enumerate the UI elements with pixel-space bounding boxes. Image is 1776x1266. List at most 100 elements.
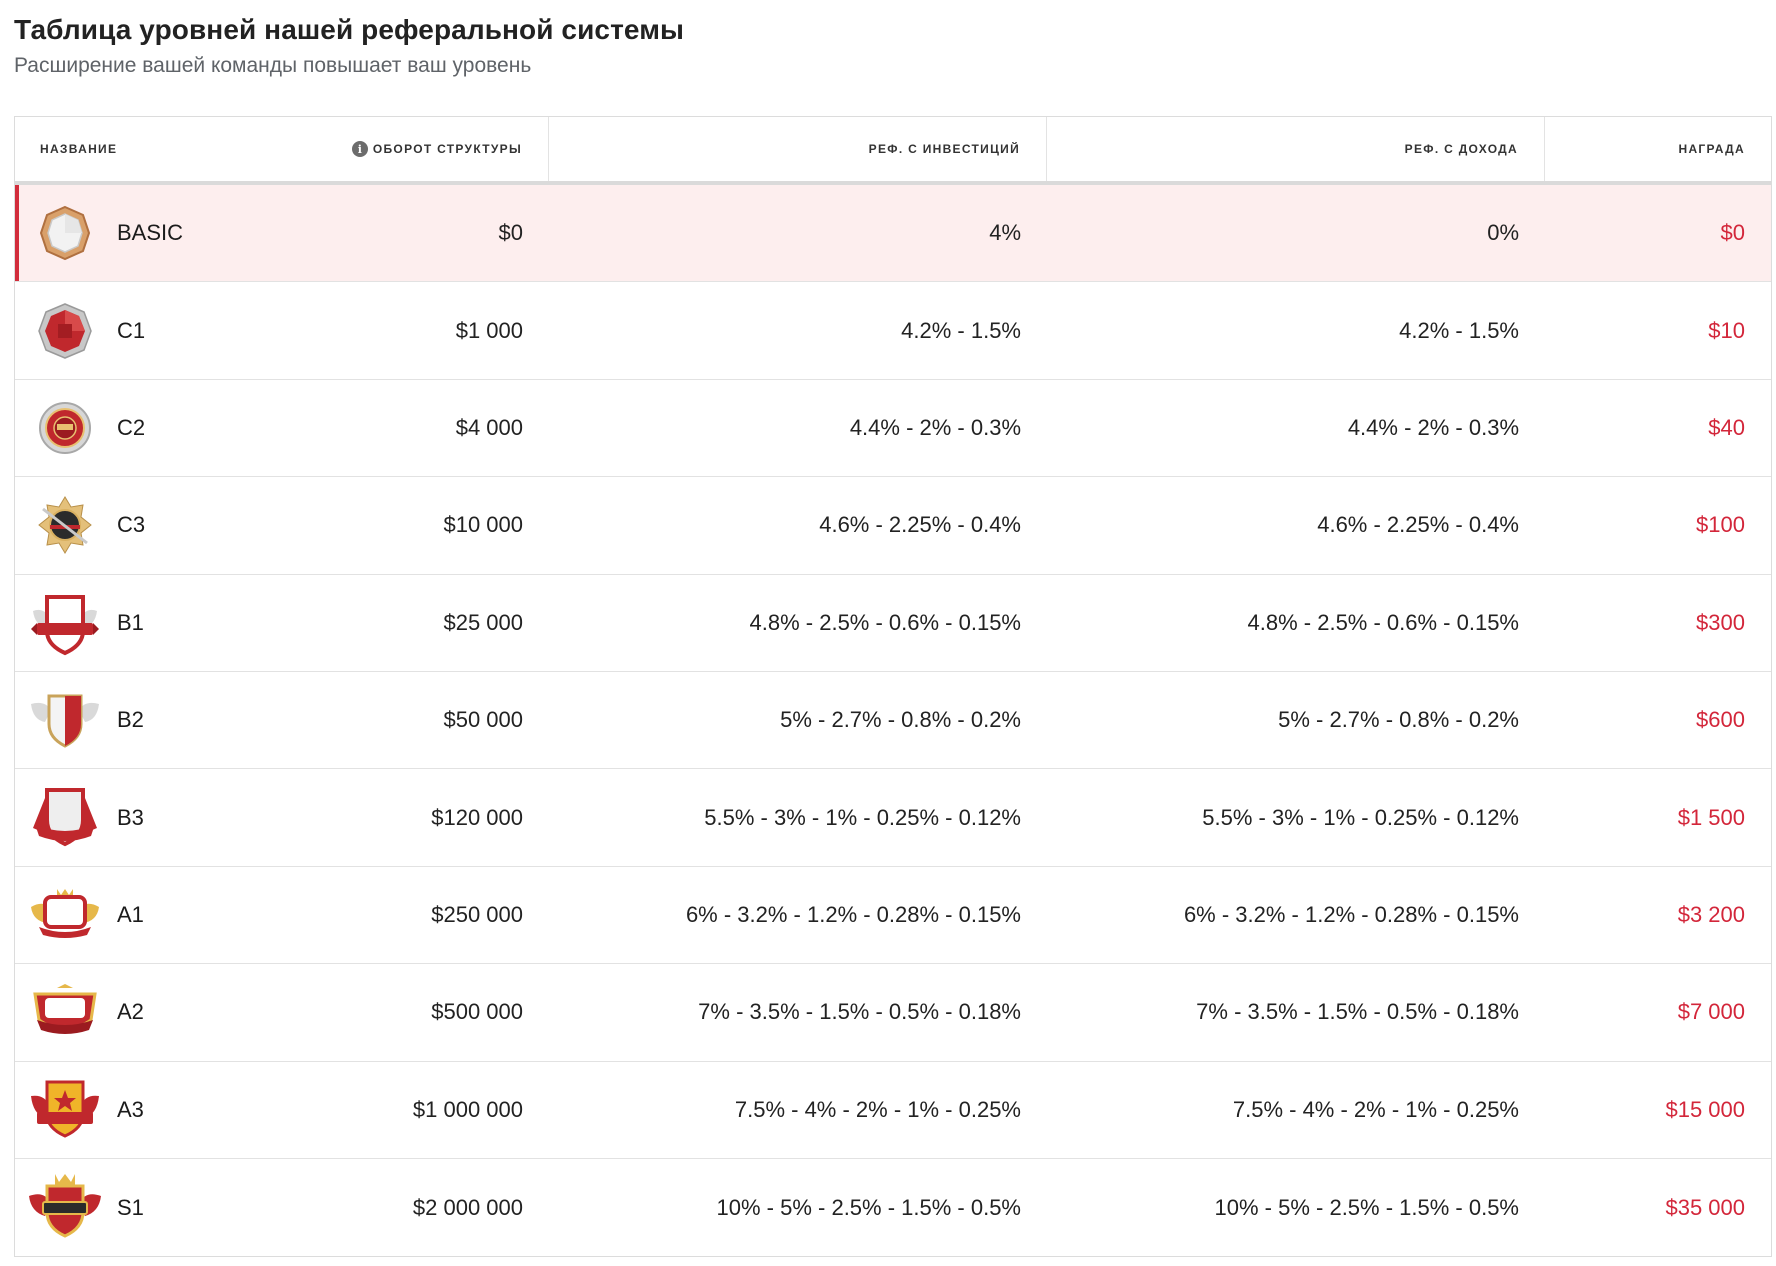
level-cell: A3 $1 000 000 [15,1062,549,1158]
ref-investments-value: 4% [989,220,1021,246]
level-cell: C3 $10 000 [15,477,549,573]
reward-value: $35 000 [1665,1194,1745,1220]
levels-table: НАЗВАНИЕ i ОБОРОТ СТРУКТУРЫ РЕФ. С ИНВЕС… [14,116,1772,1258]
table-body: BASIC $0 4% 0% $0 C1 $1 000 4.2% - 1.5% 4.2% - 1… [15,185,1771,1256]
ref-investments-value: 4.6% - 2.25% - 0.4% [819,512,1021,538]
b3-badge-icon [27,780,103,856]
level-name: S1 [117,1194,144,1220]
header-name-turnover: НАЗВАНИЕ i ОБОРОТ СТРУКТУРЫ [15,117,549,181]
turnover-value: $4 000 [455,414,523,440]
header-turnover: i ОБОРОТ СТРУКТУРЫ [351,141,522,157]
level-name: B3 [117,804,144,830]
table-row: A1 $250 000 6% - 3.2% - 1.2% - 0.28% - 0.1… [15,867,1771,965]
c2-badge-icon [27,390,103,466]
reward-value: $7 000 [1677,999,1745,1025]
header-ref-income: РЕФ. С ДОХОДА [1047,117,1545,181]
c1-badge-icon [27,293,103,369]
level-cell: C2 $4 000 [15,380,549,476]
table-row: B3 $120 000 5.5% - 3% - 1% - 0.25% - 0.12%… [15,769,1771,867]
turnover-value: $2 000 000 [412,1194,523,1220]
turnover-value: $120 000 [431,804,523,830]
turnover-value: $0 [498,220,523,246]
page-subtitle: Расширение вашей команды повышает ваш ур… [14,54,532,77]
level-name: B2 [117,707,144,733]
ref-investments-value: 7% - 3.5% - 1.5% - 0.5% - 0.18% [698,999,1021,1025]
turnover-value: $50 000 [443,707,523,733]
header-ref-investments: РЕФ. С ИНВЕСТИЦИЙ [549,117,1047,181]
ref-income-value: 10% - 5% - 2.5% - 1.5% - 0.5% [1214,1194,1519,1220]
a1-badge-icon [27,877,103,953]
ref-investments-value: 4.8% - 2.5% - 0.6% - 0.15% [749,609,1021,635]
basic-badge-icon [27,195,103,271]
turnover-value: $1 000 000 [412,1096,523,1122]
reward-value: $40 [1708,414,1745,440]
level-name: A2 [117,999,144,1025]
ref-investments-value: 5% - 2.7% - 0.8% - 0.2% [780,707,1021,733]
turnover-value: $250 000 [431,901,523,927]
info-icon[interactable]: i [351,141,368,157]
table-header: НАЗВАНИЕ i ОБОРОТ СТРУКТУРЫ РЕФ. С ИНВЕС… [15,117,1771,185]
level-cell: S1 $2 000 000 [15,1159,549,1256]
ref-income-value: 5% - 2.7% - 0.8% - 0.2% [1278,707,1519,733]
level-name: C1 [117,317,146,343]
table-row: C2 $4 000 4.4% - 2% - 0.3% 4.4% - 2% - 0.3%… [15,380,1771,478]
ref-investments-value: 6% - 3.2% - 1.2% - 0.28% - 0.15% [685,901,1021,927]
b2-badge-icon [27,682,103,758]
ref-investments-value: 10% - 5% - 2.5% - 1.5% - 0.5% [716,1194,1021,1220]
a3-badge-icon [27,1072,103,1148]
reward-value: $0 [1720,220,1745,246]
ref-investments-value: 7.5% - 4% - 2% - 1% - 0.25% [734,1096,1021,1122]
table-row: C1 $1 000 4.2% - 1.5% 4.2% - 1.5% $10 [15,282,1771,380]
reward-value: $300 [1696,609,1745,635]
page-title: Таблица уровней нашей реферальной систем… [14,14,685,45]
level-name: C2 [117,414,146,440]
reward-value: $1 500 [1677,804,1745,830]
level-cell: B1 $25 000 [15,575,549,671]
ref-income-value: 7.5% - 4% - 2% - 1% - 0.25% [1232,1096,1519,1122]
level-name: BASIC [117,220,184,246]
ref-income-value: 4.6% - 2.25% - 0.4% [1317,512,1519,538]
table-row: B1 $25 000 4.8% - 2.5% - 0.6% - 0.15% 4.8% … [15,575,1771,672]
table-row: S1 $2 000 000 10% - 5% - 2.5% - 1.5% - 0.5… [15,1159,1771,1256]
table-row: A2 $500 000 7% - 3.5% - 1.5% - 0.5% - 0.18… [15,964,1771,1062]
level-cell: A1 $250 000 [15,867,549,963]
turnover-value: $500 000 [431,999,523,1025]
turnover-value: $10 000 [443,512,523,538]
table-row: C3 $10 000 4.6% - 2.25% - 0.4% 4.6% - 2.25%… [15,477,1771,575]
turnover-value: $1 000 [455,317,523,343]
reward-value: $3 200 [1677,901,1745,927]
table-row: BASIC $0 4% 0% $0 [15,185,1771,283]
reward-value: $15 000 [1665,1096,1745,1122]
ref-investments-value: 5.5% - 3% - 1% - 0.25% - 0.12% [704,804,1021,830]
ref-income-value: 7% - 3.5% - 1.5% - 0.5% - 0.18% [1196,999,1519,1025]
ref-income-value: 4.8% - 2.5% - 0.6% - 0.15% [1247,609,1519,635]
a2-badge-icon [27,974,103,1050]
level-name: A3 [117,1096,144,1122]
ref-investments-value: 4.4% - 2% - 0.3% [849,414,1021,440]
ref-income-value: 4.2% - 1.5% [1399,317,1519,343]
ref-income-value: 4.4% - 2% - 0.3% [1347,414,1519,440]
level-cell: B3 $120 000 [15,769,549,865]
level-cell: C1 $1 000 [15,282,549,378]
ref-investments-value: 4.2% - 1.5% [901,317,1021,343]
ref-income-value: 5.5% - 3% - 1% - 0.25% - 0.12% [1202,804,1519,830]
level-cell: B2 $50 000 [15,672,549,768]
ref-income-value: 6% - 3.2% - 1.2% - 0.28% - 0.15% [1183,901,1519,927]
header-reward: НАГРАДА [1678,142,1745,156]
level-name: A1 [117,901,144,927]
b1-badge-icon [27,585,103,661]
ref-income-value: 0% [1487,220,1519,246]
level-cell: A2 $500 000 [15,964,549,1060]
header-name: НАЗВАНИЕ [40,142,118,156]
reward-value: $100 [1696,512,1745,538]
turnover-value: $25 000 [443,609,523,635]
table-row: B2 $50 000 5% - 2.7% - 0.8% - 0.2% 5% - 2.7… [15,672,1771,770]
level-name: C3 [117,512,146,538]
level-name: B1 [117,609,144,635]
reward-value: $10 [1708,317,1745,343]
c3-badge-icon [27,487,103,563]
reward-value: $600 [1696,707,1745,733]
header-turnover-label: ОБОРОТ СТРУКТУРЫ [372,142,522,156]
s1-badge-icon [27,1170,103,1246]
table-row: A3 $1 000 000 7.5% - 4% - 2% - 1% - 0.25% 7… [15,1062,1771,1159]
